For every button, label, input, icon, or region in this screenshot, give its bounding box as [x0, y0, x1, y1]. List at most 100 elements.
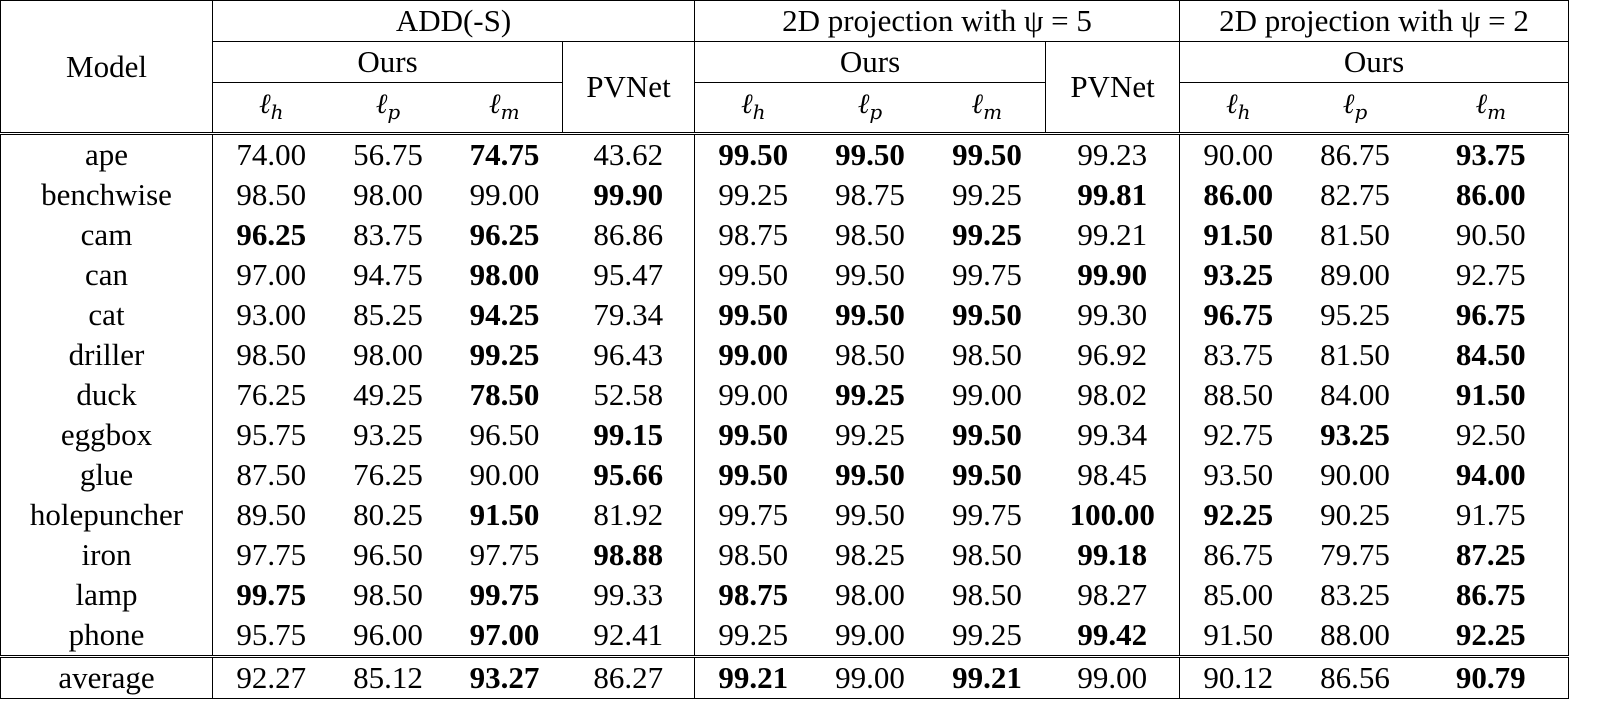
- value-cell: 91.50: [447, 495, 563, 535]
- value-cell: 90.12: [1180, 657, 1297, 699]
- loss-p-symbol: ℓp: [858, 87, 882, 120]
- value-cell: 99.00: [695, 335, 812, 375]
- best-value: 78.50: [470, 377, 540, 412]
- best-value: 100.00: [1070, 497, 1155, 532]
- loss-h-symbol: ℓh: [259, 87, 284, 120]
- value-cell: 99.75: [213, 575, 330, 615]
- value-cell: 86.75: [1297, 134, 1414, 176]
- best-value: 91.50: [1456, 377, 1526, 412]
- value-cell: 98.50: [330, 575, 447, 615]
- value-cell: 99.30: [1046, 295, 1180, 335]
- value-cell: 98.50: [812, 215, 929, 255]
- value-cell: 99.23: [1046, 134, 1180, 176]
- value-cell: 99.25: [812, 375, 929, 415]
- best-value: 99.15: [593, 417, 663, 452]
- value-cell: 86.75: [1180, 535, 1297, 575]
- value-cell: 83.75: [330, 215, 447, 255]
- loss-m-header: ℓm: [929, 83, 1046, 134]
- value-cell: 93.50: [1180, 455, 1297, 495]
- value-cell: 97.00: [213, 255, 330, 295]
- value-cell: 99.25: [929, 175, 1046, 215]
- value-cell: 96.43: [563, 335, 695, 375]
- value-cell: 98.02: [1046, 375, 1180, 415]
- ours-header-proj2: Ours: [1180, 42, 1569, 83]
- best-value: 93.75: [1456, 137, 1526, 172]
- value-cell: 49.25: [330, 375, 447, 415]
- value-cell: 99.25: [447, 335, 563, 375]
- best-value: 94.25: [470, 297, 540, 332]
- results-body: ape 74.00 56.75 74.75 43.62 99.50 99.50 99.50 99…: [1, 134, 1569, 699]
- value-cell: 87.50: [213, 455, 330, 495]
- value-cell: 99.00: [929, 375, 1046, 415]
- loss-p-subscript: p: [387, 100, 400, 124]
- value-cell: 89.00: [1297, 255, 1414, 295]
- value-cell: 99.00: [695, 375, 812, 415]
- best-value: 92.25: [1203, 497, 1273, 532]
- model-name-cell: cat: [1, 295, 213, 335]
- value-cell: 90.79: [1414, 657, 1569, 699]
- table-row: driller 98.50 98.00 99.25 96.43 99.00 98.50 98.…: [1, 335, 1569, 375]
- value-cell: 98.00: [330, 175, 447, 215]
- best-value: 99.25: [835, 377, 905, 412]
- table-row: average 92.27 85.12 93.27 86.27 99.21 99.00 99.…: [1, 657, 1569, 699]
- value-cell: 91.50: [1180, 615, 1297, 657]
- loss-m-subscript: m: [501, 100, 520, 124]
- value-cell: 99.33: [563, 575, 695, 615]
- value-cell: 99.50: [695, 134, 812, 176]
- model-name-cell: iron: [1, 535, 213, 575]
- model-name-cell: benchwise: [1, 175, 213, 215]
- value-cell: 81.50: [1297, 335, 1414, 375]
- value-cell: 93.00: [213, 295, 330, 335]
- value-cell: 99.50: [929, 455, 1046, 495]
- value-cell: 98.25: [812, 535, 929, 575]
- best-value: 98.88: [593, 537, 663, 572]
- value-cell: 56.75: [330, 134, 447, 176]
- group-header-proj2-text: 2D projection with ψ = 2: [1219, 3, 1529, 38]
- loss-h-header: ℓh: [1180, 83, 1297, 134]
- value-cell: 98.75: [695, 575, 812, 615]
- best-value: 99.50: [718, 457, 788, 492]
- value-cell: 89.50: [213, 495, 330, 535]
- table-row: eggbox 95.75 93.25 96.50 99.15 99.50 99.25 99.5…: [1, 415, 1569, 455]
- value-cell: 98.75: [812, 175, 929, 215]
- value-cell: 99.81: [1046, 175, 1180, 215]
- model-name-cell: phone: [1, 615, 213, 657]
- loss-h-subscript: h: [753, 100, 766, 124]
- loss-m-base: ℓ: [971, 87, 983, 120]
- value-cell: 86.00: [1414, 175, 1569, 215]
- best-value: 99.50: [835, 457, 905, 492]
- value-cell: 99.90: [1046, 255, 1180, 295]
- ours-header-proj5: Ours: [695, 42, 1046, 83]
- value-cell: 95.66: [563, 455, 695, 495]
- value-cell: 93.25: [1180, 255, 1297, 295]
- value-cell: 81.50: [1297, 215, 1414, 255]
- loss-h-base: ℓ: [1226, 87, 1238, 120]
- value-cell: 95.25: [1297, 295, 1414, 335]
- value-cell: 92.41: [563, 615, 695, 657]
- value-cell: 92.75: [1414, 255, 1569, 295]
- value-cell: 98.50: [695, 535, 812, 575]
- loss-p-header: ℓp: [330, 83, 447, 134]
- value-cell: 99.50: [695, 255, 812, 295]
- loss-m-base: ℓ: [489, 87, 501, 120]
- value-cell: 99.50: [812, 255, 929, 295]
- loss-p-base: ℓ: [376, 87, 388, 120]
- best-value: 99.21: [952, 660, 1022, 695]
- value-cell: 92.25: [1414, 615, 1569, 657]
- loss-m-subscript: m: [983, 100, 1002, 124]
- best-value: 99.50: [718, 297, 788, 332]
- value-cell: 99.00: [1046, 657, 1180, 699]
- value-cell: 91.50: [1180, 215, 1297, 255]
- value-cell: 81.92: [563, 495, 695, 535]
- best-value: 99.81: [1077, 177, 1147, 212]
- best-value: 99.50: [835, 137, 905, 172]
- loss-p-base: ℓ: [1343, 87, 1355, 120]
- best-value: 96.25: [470, 217, 540, 252]
- value-cell: 98.50: [929, 335, 1046, 375]
- best-value: 99.25: [470, 337, 540, 372]
- loss-m-symbol: ℓm: [1475, 87, 1506, 120]
- loss-p-symbol: ℓp: [1343, 87, 1367, 120]
- value-cell: 99.50: [812, 134, 929, 176]
- value-cell: 99.21: [929, 657, 1046, 699]
- value-cell: 99.21: [695, 657, 812, 699]
